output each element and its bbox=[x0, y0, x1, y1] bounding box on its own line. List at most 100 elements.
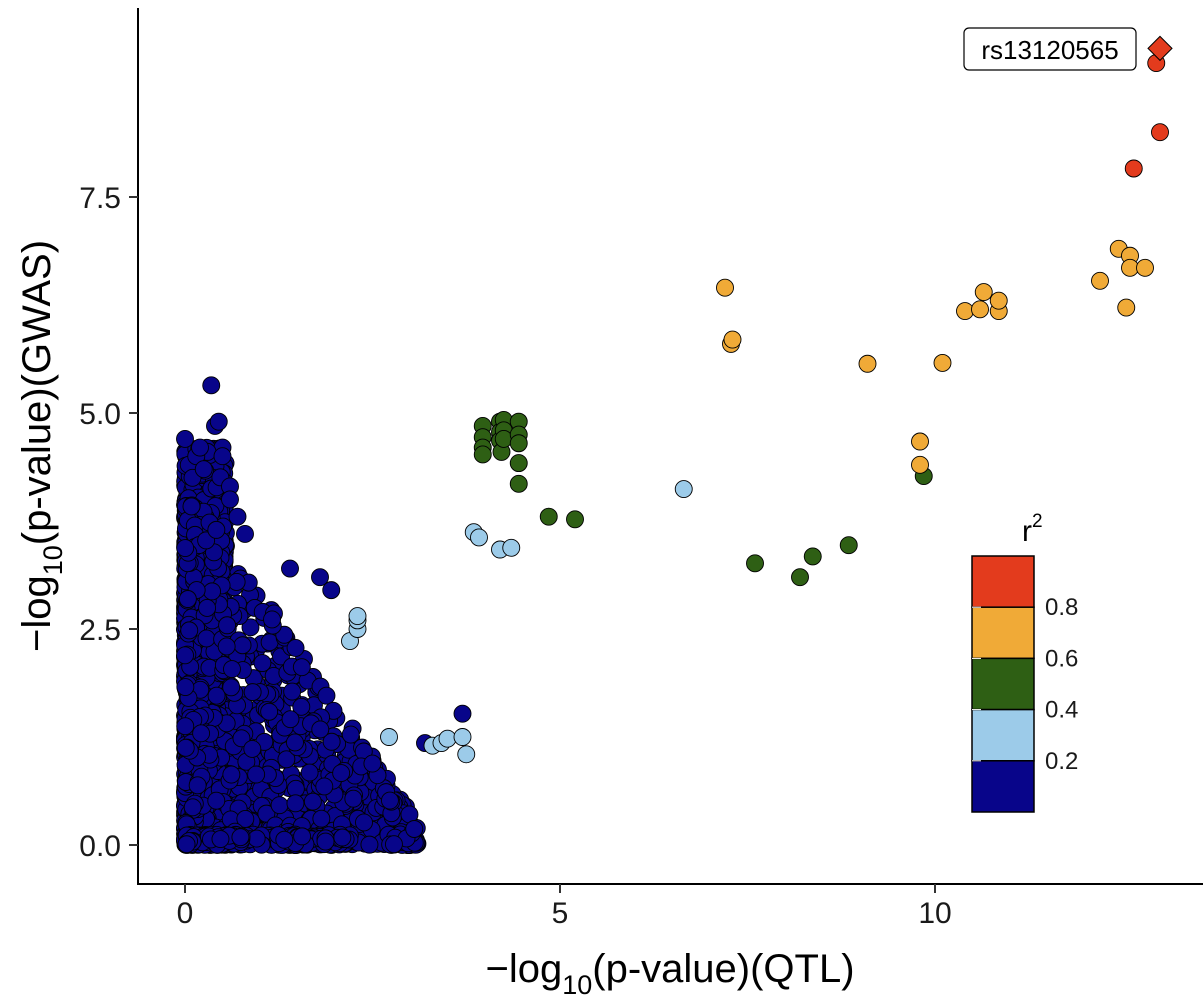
data-point bbox=[176, 678, 195, 696]
y-tick-label: 5.0 bbox=[79, 398, 121, 431]
data-point bbox=[176, 717, 195, 736]
data-point bbox=[1117, 298, 1136, 317]
data-point bbox=[303, 792, 322, 811]
data-point bbox=[286, 733, 304, 752]
data-point bbox=[300, 763, 319, 782]
y-tick-label: 2.5 bbox=[79, 614, 121, 647]
data-point bbox=[322, 581, 341, 600]
data-point bbox=[723, 330, 742, 349]
data-point bbox=[341, 725, 360, 744]
data-point bbox=[207, 520, 226, 539]
data-point bbox=[286, 794, 305, 813]
data-point bbox=[218, 616, 237, 635]
y-tick-label: 0.0 bbox=[79, 830, 121, 863]
legend-bin bbox=[971, 708, 1035, 762]
data-point bbox=[286, 638, 305, 657]
data-point bbox=[674, 480, 693, 498]
data-point bbox=[232, 729, 251, 748]
data-point bbox=[839, 536, 858, 555]
data-point bbox=[911, 455, 929, 474]
data-point bbox=[453, 728, 472, 746]
data-point bbox=[198, 599, 217, 617]
legend-color-bins bbox=[971, 555, 1035, 813]
data-point bbox=[539, 507, 558, 526]
data-point bbox=[227, 573, 246, 591]
data-point bbox=[363, 754, 382, 773]
series-0.2-0.4 bbox=[341, 480, 693, 764]
y-axis-title: −log10(p-value)(GWAS) bbox=[15, 240, 68, 652]
lead-snp-label: rs13120565 bbox=[981, 35, 1118, 65]
data-point bbox=[228, 507, 247, 526]
data-point bbox=[344, 789, 363, 808]
data-point bbox=[380, 791, 399, 810]
data-point bbox=[473, 445, 492, 464]
legend-label: 0.4 bbox=[1045, 697, 1078, 724]
legend-label: 0.2 bbox=[1045, 748, 1078, 775]
data-point bbox=[1136, 258, 1154, 277]
data-point bbox=[203, 582, 222, 601]
data-point bbox=[236, 525, 254, 543]
legend-labels: 0.8 0.6 0.4 0.2 bbox=[972, 594, 1078, 775]
data-point bbox=[292, 697, 311, 716]
data-point bbox=[223, 660, 241, 679]
data-point bbox=[380, 728, 398, 746]
data-point bbox=[194, 460, 213, 479]
data-point bbox=[791, 568, 809, 587]
data-point bbox=[989, 291, 1008, 310]
data-point bbox=[974, 283, 993, 301]
data-point bbox=[311, 568, 329, 587]
legend-label: 0.8 bbox=[1045, 594, 1078, 621]
data-point bbox=[178, 590, 197, 608]
data-point bbox=[241, 618, 260, 637]
data-point bbox=[188, 776, 207, 795]
data-point bbox=[355, 813, 373, 832]
data-point bbox=[971, 300, 989, 319]
data-point bbox=[312, 809, 331, 828]
data-point bbox=[183, 798, 202, 817]
data-point bbox=[316, 832, 335, 851]
x-tick-label: 0 bbox=[177, 897, 194, 930]
data-point bbox=[222, 765, 241, 784]
data-point bbox=[1151, 123, 1169, 142]
data-point bbox=[933, 353, 952, 372]
data-point bbox=[243, 739, 262, 758]
data-point bbox=[315, 777, 334, 796]
y-tick-label: 7.5 bbox=[79, 182, 121, 215]
lead-snp-annotation: rs13120565 bbox=[963, 27, 1173, 71]
data-point bbox=[281, 710, 300, 729]
data-point bbox=[263, 610, 281, 629]
data-point bbox=[207, 791, 226, 810]
data-point bbox=[956, 302, 974, 320]
data-point bbox=[502, 538, 521, 557]
data-point bbox=[293, 827, 312, 846]
ticks-layer: 0 5 10 0.0 2.5 5.0 7.5 bbox=[79, 182, 951, 930]
data-point bbox=[176, 429, 194, 448]
data-point bbox=[1121, 258, 1139, 277]
lead-snp-diamond-marker bbox=[1147, 35, 1173, 62]
data-point bbox=[322, 732, 341, 751]
data-point bbox=[384, 835, 403, 854]
data-point bbox=[333, 828, 352, 847]
data-point bbox=[858, 354, 877, 373]
data-point bbox=[222, 678, 241, 697]
data-point bbox=[348, 607, 367, 625]
data-point bbox=[180, 621, 199, 640]
lead-snp-label-box bbox=[963, 27, 1137, 71]
data-point bbox=[317, 686, 336, 705]
data-point bbox=[197, 629, 216, 648]
data-point bbox=[283, 682, 302, 701]
data-point bbox=[217, 637, 236, 656]
data-point bbox=[1124, 159, 1143, 178]
data-point bbox=[1091, 271, 1109, 290]
data-point bbox=[332, 764, 351, 783]
data-point bbox=[453, 704, 472, 723]
data-point bbox=[360, 835, 379, 854]
data-point bbox=[509, 454, 528, 473]
legend-label: 0.6 bbox=[1045, 645, 1078, 672]
x-tick-label: 10 bbox=[918, 897, 951, 930]
data-point bbox=[911, 432, 929, 451]
data-point bbox=[192, 724, 211, 743]
data-point bbox=[494, 429, 513, 448]
series-0.8-1.0 bbox=[1124, 54, 1169, 178]
